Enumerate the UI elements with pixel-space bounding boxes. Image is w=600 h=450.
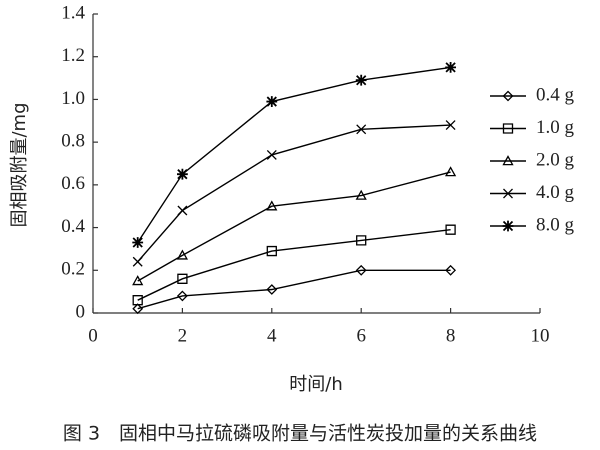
x-tick-label: 2: [178, 325, 188, 346]
marker: [444, 166, 457, 177]
legend-marker: [502, 155, 514, 166]
marker: [355, 189, 367, 200]
marker: [132, 256, 143, 267]
marker: [445, 224, 456, 235]
legend-label: 4.0 g: [536, 182, 575, 203]
legend-marker: [503, 188, 513, 199]
y-tick-label: 0.2: [61, 259, 85, 280]
series-line: [137, 269, 451, 310]
marker: [132, 295, 143, 306]
legend-label: 2.0 g: [536, 149, 575, 170]
x-tick-label: 8: [446, 325, 456, 346]
caption: 图 3 固相中马拉硫磷吸附量与活性炭投加量的关系曲线: [63, 423, 537, 445]
y-tick-label: 1.0: [61, 88, 85, 109]
y-tick-label: 1.2: [61, 45, 85, 66]
marker: [355, 264, 367, 276]
marker: [177, 273, 188, 284]
x-axis-label: 时间/h: [289, 374, 342, 395]
marker: [266, 284, 278, 295]
marker: [445, 120, 456, 131]
y-tick-label: 0.8: [61, 131, 85, 152]
x-tick-label: 6: [356, 325, 366, 346]
series-line: [137, 171, 451, 282]
y-tick-label: 0.4: [61, 216, 85, 237]
marker: [177, 168, 188, 180]
legend-label: 0.4 g: [536, 84, 575, 105]
marker: [176, 249, 189, 260]
marker: [132, 275, 144, 286]
marker: [132, 237, 144, 248]
legend-marker: [502, 90, 514, 102]
y-tick-label: 1.4: [61, 2, 85, 23]
marker: [266, 96, 278, 107]
marker: [445, 264, 457, 276]
y-tick-label: 0.6: [61, 173, 85, 194]
marker: [266, 245, 277, 257]
legend-marker: [502, 123, 514, 134]
marker: [176, 290, 188, 302]
x-tick-label: 0: [88, 325, 98, 346]
series-line: [137, 66, 451, 243]
series-line: [137, 229, 451, 301]
marker: [177, 205, 188, 216]
y-axis-label: 固相吸附量/mg: [9, 102, 30, 227]
legend-marker: [502, 220, 514, 232]
marker: [355, 74, 367, 86]
y-tick-label: 0: [76, 301, 86, 322]
x-tick-label: 4: [267, 325, 277, 346]
marker: [266, 149, 277, 160]
series-line: [137, 124, 451, 263]
marker: [356, 124, 367, 135]
x-tick-label: 10: [531, 325, 550, 346]
marker: [356, 235, 367, 246]
legend-label: 1.0 g: [536, 117, 575, 138]
marker: [132, 303, 144, 315]
marker: [445, 61, 456, 73]
marker: [266, 200, 278, 211]
legend-label: 8.0 g: [536, 214, 575, 235]
